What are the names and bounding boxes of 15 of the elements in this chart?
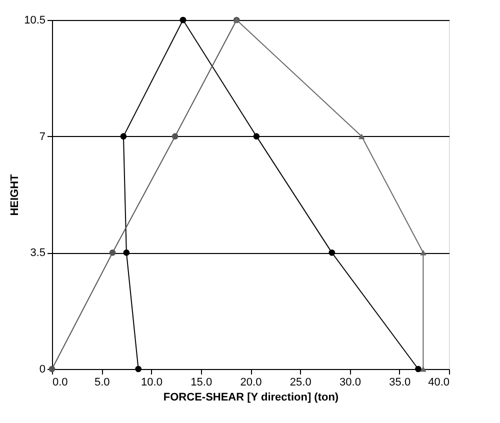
x-tick-label: 25.0 — [290, 376, 312, 388]
x-tick-label: 5.0 — [94, 376, 110, 388]
x-tick-label: 15.0 — [190, 376, 212, 388]
x-tick-label: 0.0 — [52, 376, 68, 388]
x-tick-label: 40.0 — [428, 376, 450, 388]
y-tick-label: 10.5 — [24, 14, 46, 26]
x-axis-title: FORCE-SHEAR [Y direction] (ton) — [163, 392, 339, 404]
x-tick-label: 30.0 — [340, 376, 361, 388]
y-tick-label: 0 — [39, 364, 46, 376]
x-tick-label: 10.0 — [141, 376, 162, 388]
y-tick-label: 3.5 — [30, 247, 46, 260]
y-axis-title: HEIGHT — [9, 174, 22, 216]
x-tick-label: 20.0 — [240, 376, 262, 388]
y-tick-label: 7 — [39, 130, 46, 143]
x-tick-label: 35.0 — [389, 376, 411, 388]
